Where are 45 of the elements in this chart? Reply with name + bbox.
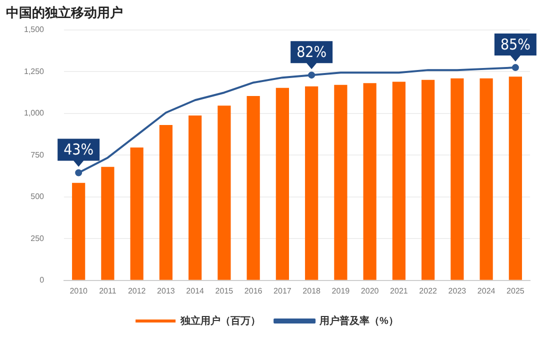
bar: [246, 96, 260, 280]
data-label: 82%: [296, 42, 327, 61]
x-tick-label: 2021: [390, 286, 408, 296]
bar: [276, 88, 289, 280]
y-tick-label: 750: [30, 150, 45, 160]
bar: [508, 76, 522, 280]
y-tick-label: 1,250: [24, 66, 45, 76]
bar: [450, 78, 464, 280]
x-tick-label: 2018: [302, 286, 322, 296]
legend-label: 用户普及率（%）: [318, 314, 398, 327]
x-tick-label: 2013: [157, 286, 176, 296]
x-tick-label: 2020: [360, 286, 380, 296]
bar: [188, 115, 202, 280]
x-tick-label: 2010: [70, 286, 88, 296]
x-tick-label: 2012: [128, 286, 146, 296]
legend-label: 独立用户（百万）: [180, 314, 261, 327]
bar: [218, 106, 231, 280]
y-tick-label: 1,000: [24, 108, 45, 118]
bar: [101, 166, 114, 280]
bar: [334, 84, 348, 280]
x-tick-label: 2014: [186, 286, 205, 296]
y-tick-label: 500: [30, 192, 45, 202]
chart-title: 中国的独立移动用户: [6, 4, 123, 22]
y-tick-label: 0: [40, 276, 45, 285]
x-tick-label: 2023: [448, 286, 467, 296]
x-tick-label: 2019: [332, 286, 350, 296]
x-tick-label: 2016: [244, 286, 263, 296]
bar: [305, 86, 318, 280]
bar: [159, 124, 173, 280]
x-tick-label: 2015: [215, 286, 234, 296]
bar: [392, 82, 406, 280]
x-tick-label: 2025: [506, 286, 525, 296]
x-tick-label: 2024: [477, 286, 496, 296]
y-tick-label: 250: [30, 234, 45, 243]
x-tick-label: 2011: [99, 286, 117, 296]
x-tick-label: 2017: [274, 286, 292, 296]
data-label: 43%: [64, 140, 94, 159]
x-tick-label: 2022: [419, 286, 438, 296]
bar: [480, 78, 493, 280]
bar: [130, 148, 144, 280]
data-label: 85%: [500, 35, 531, 54]
bar: [72, 182, 86, 280]
y-tick-label: 1,500: [24, 25, 45, 34]
bar: [363, 83, 376, 280]
bar: [422, 80, 435, 280]
